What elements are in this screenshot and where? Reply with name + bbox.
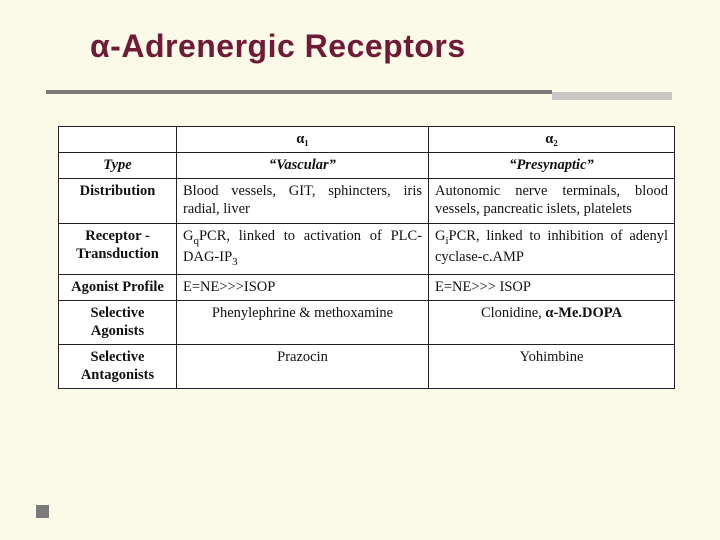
title-underline-light [552, 92, 672, 100]
table-row: Selective Antagonists Prazocin Yohimbine [59, 345, 675, 389]
row-head-sel-antagonists: Selective Antagonists [59, 345, 177, 389]
title-underline-dark [46, 90, 552, 94]
row-head-distribution: Distribution [59, 179, 177, 223]
cell-type-a2: “Presynaptic” [429, 153, 675, 179]
slide-title: α-Adrenergic Receptors [90, 28, 680, 65]
title-alpha: α [90, 28, 110, 64]
cell-dist-a2: Autonomic nerve terminals, blood vessels… [429, 179, 675, 223]
cell-agprof-a2: E=NE>>> ISOP [429, 274, 675, 300]
cell-trans-a1: GqPCR, linked to activation of PLC-DAG-I… [177, 223, 429, 274]
cell-dist-a1: Blood vessels, GIT, sphincters, iris rad… [177, 179, 429, 223]
cell-selag-a2: Clonidine, α-Me.DOPA [429, 300, 675, 344]
row-head-type: Type [59, 153, 177, 179]
table-row: Agonist Profile E=NE>>>ISOP E=NE>>> ISOP [59, 274, 675, 300]
receptor-table: α₁ α₂ Type “Vascular” “Presynaptic” Dist… [58, 126, 675, 389]
row-head-agonist-profile: Agonist Profile [59, 274, 177, 300]
cell-selant-a2: Yohimbine [429, 345, 675, 389]
cell-agprof-a1: E=NE>>>ISOP [177, 274, 429, 300]
header-alpha2: α₂ [429, 127, 675, 153]
table-row: Receptor - Transduction GqPCR, linked to… [59, 223, 675, 274]
cell-trans-a2: GiPCR, linked to inhibition of adenyl cy… [429, 223, 675, 274]
title-rest: -Adrenergic Receptors [110, 28, 465, 64]
row-head-sel-agonists: Selective Agonists [59, 300, 177, 344]
table-row: Selective Agonists Phenylephrine & metho… [59, 300, 675, 344]
cell-selag-a1: Phenylephrine & methoxamine [177, 300, 429, 344]
cell-selant-a1: Prazocin [177, 345, 429, 389]
receptor-table-wrap: α₁ α₂ Type “Vascular” “Presynaptic” Dist… [58, 126, 674, 389]
row-head-transduction: Receptor - Transduction [59, 223, 177, 274]
header-alpha1: α₁ [177, 127, 429, 153]
footer-bullet-icon [36, 505, 49, 518]
cell-type-a1: “Vascular” [177, 153, 429, 179]
header-blank [59, 127, 177, 153]
title-block: α-Adrenergic Receptors [0, 0, 720, 65]
table-header-row: α₁ α₂ [59, 127, 675, 153]
table-row: Distribution Blood vessels, GIT, sphinct… [59, 179, 675, 223]
table-row: Type “Vascular” “Presynaptic” [59, 153, 675, 179]
